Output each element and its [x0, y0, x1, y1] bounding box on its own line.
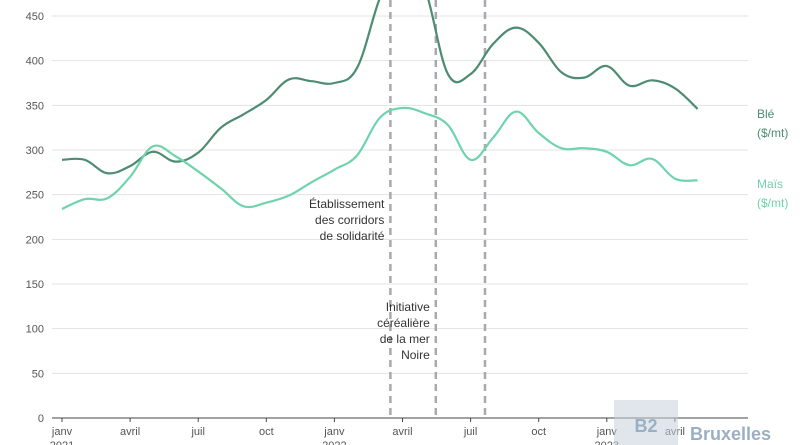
x-tick-label: oct: [259, 426, 274, 438]
y-tick-label: 400: [26, 56, 44, 68]
x-tick-label: avril: [392, 426, 412, 438]
x-tick-label: janv: [323, 426, 345, 438]
y-tick-label: 50: [32, 368, 44, 380]
series-label: Blé: [757, 107, 775, 121]
series-lines: [61, 0, 699, 210]
y-tick-label: 100: [26, 324, 44, 336]
x-axis: janv 2021 avril juil oct janv 2022 avril juil oct…: [50, 418, 685, 445]
watermark-text: Bruxelles: [690, 424, 771, 444]
x-tick-label: juil: [190, 426, 204, 438]
event-label: de la mer: [380, 332, 430, 346]
watermark-logo: B2: [634, 416, 657, 436]
series-label: Maïs: [757, 177, 783, 191]
x-tick-label: oct: [531, 426, 546, 438]
watermark: B2 Bruxelles: [614, 400, 771, 445]
x-tick-label: janv: [51, 426, 73, 438]
x-tick-label: janv: [596, 426, 618, 438]
y-tick-label: 450: [26, 11, 44, 23]
x-tick-label: juil: [463, 426, 477, 438]
y-tick-label: 150: [26, 279, 44, 291]
x-tick-year-label: 2022: [322, 440, 346, 445]
annotations: Établissement des corridors de solidarité I…: [309, 0, 487, 418]
x-tick-label: avril: [120, 426, 140, 438]
y-tick-label: 0: [38, 413, 44, 425]
legend: Blé ($/mt) Maïs ($/mt): [757, 107, 788, 210]
event-label: Établissement: [309, 196, 385, 211]
x-tick-year-label: 2023: [595, 440, 619, 445]
series-label: ($/mt): [757, 196, 788, 210]
y-tick-label: 200: [26, 234, 44, 246]
watermark-logo-block: [614, 400, 678, 445]
series-line-mais: [61, 106, 698, 210]
series-label: ($/mt): [757, 126, 788, 140]
event-label: de solidarité: [320, 229, 385, 243]
y-tick-label: 300: [26, 145, 44, 157]
y-tick-label: 250: [26, 190, 44, 202]
y-axis: 0 50 100 150 200 250 300 350 400 450: [26, 11, 44, 425]
event-label: Noire: [401, 348, 430, 362]
y-tick-label: 350: [26, 100, 44, 112]
event-label: des corridors: [315, 213, 384, 227]
gridlines: [52, 15, 748, 419]
event-label: Initiative: [386, 300, 430, 314]
x-tick-year-label: 2021: [50, 440, 74, 445]
series-line-ble: [61, 0, 699, 175]
event-label: céréalière: [377, 316, 430, 330]
